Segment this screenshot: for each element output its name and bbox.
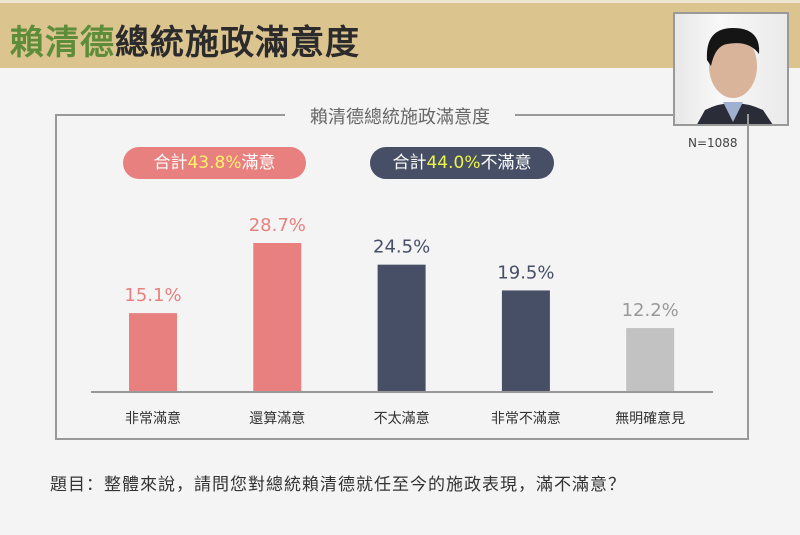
badge-value: 43.8%: [187, 153, 242, 173]
title-rest: 總統施政滿意度: [115, 23, 360, 63]
badge-suffix: 滿意: [241, 153, 276, 173]
data-label: 19.5%: [497, 262, 554, 283]
dissatisfied-total-badge: 合計44.0%不滿意: [370, 147, 554, 179]
category-label: 非常不滿意: [491, 410, 561, 427]
survey-question: 題目：整體來說，請問您對總統賴清德就任至今的施政表現，滿不滿意？: [50, 475, 626, 495]
category-label: 不太滿意: [374, 410, 430, 427]
badge-value: 44.0%: [426, 153, 481, 173]
data-label: 15.1%: [124, 285, 181, 306]
title-highlight: 賴清德: [10, 23, 115, 63]
bar: [129, 313, 177, 391]
bar: [501, 290, 550, 391]
bar: [253, 243, 302, 391]
category-label: 還算滿意: [249, 410, 305, 427]
chart-title: 賴清德總統施政滿意度: [285, 103, 515, 129]
badge-prefix: 合計: [392, 153, 427, 173]
header-band: 賴清德總統施政滿意度: [0, 0, 800, 68]
badge-prefix: 合計: [153, 153, 188, 173]
data-label: 24.5%: [373, 237, 430, 258]
bar: [626, 328, 675, 391]
data-label: 12.2%: [622, 300, 679, 321]
sample-size: N=1088: [688, 136, 738, 150]
frame-top-right: [513, 114, 673, 116]
satisfied-total-badge: 合計43.8%滿意: [123, 147, 306, 179]
data-label: 28.7%: [249, 215, 306, 236]
bar: [377, 264, 426, 391]
category-label: 非常滿意: [125, 410, 181, 427]
page-title: 賴清德總統施政滿意度: [10, 15, 360, 64]
chart-frame: [55, 114, 749, 440]
portrait-illustration: [697, 28, 773, 124]
frame-top-left: [55, 114, 287, 116]
category-label: 無明確意見: [615, 410, 685, 427]
badge-suffix: 不滿意: [480, 153, 532, 173]
president-photo: [673, 12, 789, 126]
